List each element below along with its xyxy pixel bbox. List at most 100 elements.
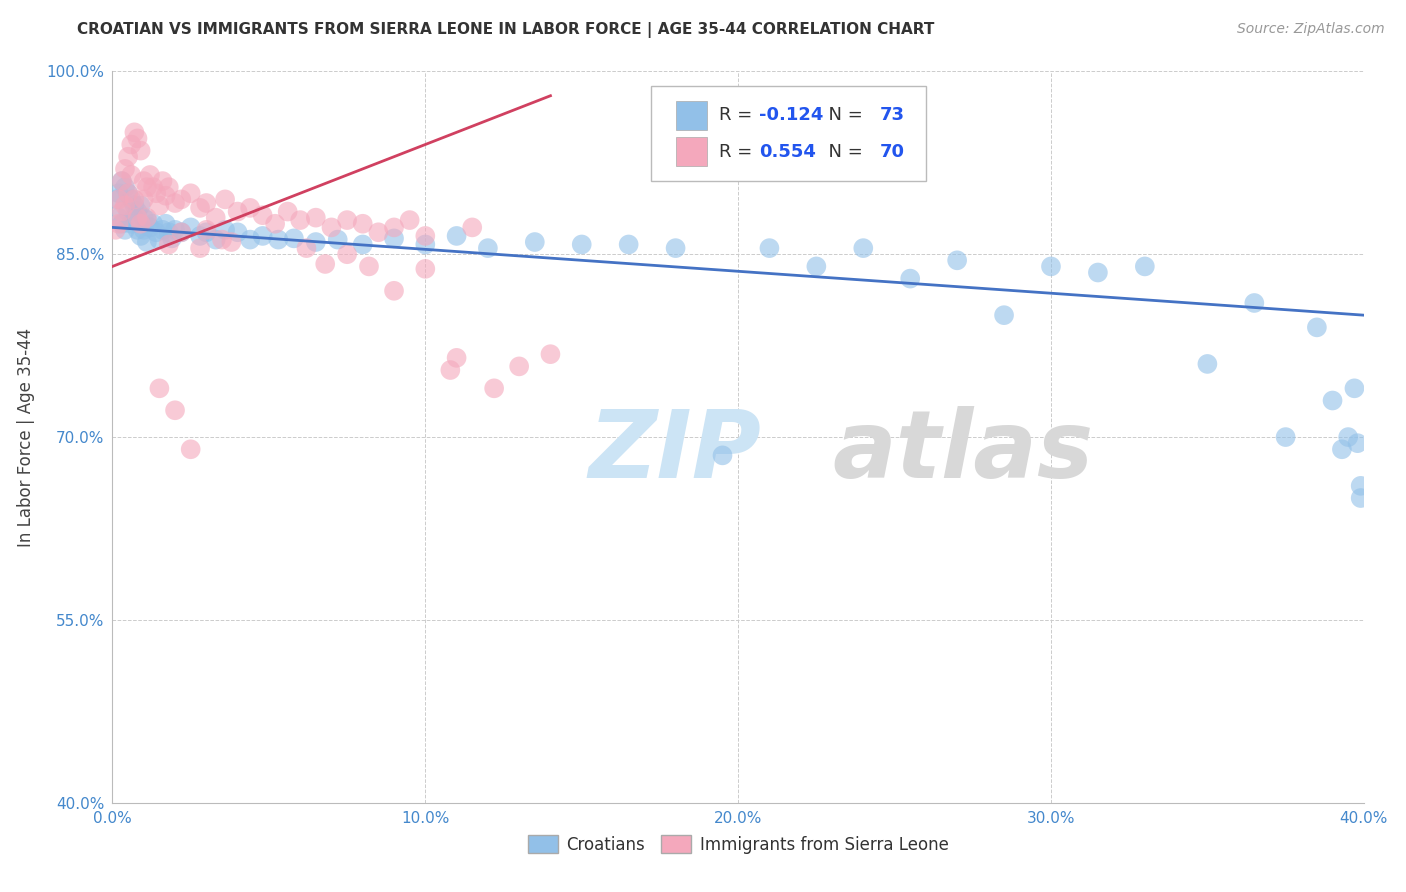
Point — [157, 225, 180, 239]
Point — [124, 211, 146, 225]
FancyBboxPatch shape — [651, 86, 927, 181]
Point — [129, 198, 152, 212]
Point — [758, 241, 780, 255]
Point — [540, 347, 562, 361]
Text: ZIP: ZIP — [588, 406, 761, 498]
Point — [120, 192, 142, 206]
Point — [139, 168, 162, 182]
Point — [114, 161, 136, 176]
Point — [321, 220, 343, 235]
Point — [127, 204, 149, 219]
Point — [415, 261, 437, 276]
Text: 0.554: 0.554 — [759, 143, 817, 161]
Point — [163, 196, 186, 211]
Point — [295, 241, 318, 255]
Point — [415, 237, 437, 252]
Point — [806, 260, 828, 274]
Point — [305, 235, 328, 249]
Point — [170, 192, 193, 206]
Text: R =: R = — [720, 143, 758, 161]
Point — [117, 204, 139, 219]
Text: Source: ZipAtlas.com: Source: ZipAtlas.com — [1237, 22, 1385, 37]
Point — [446, 351, 468, 365]
Point — [482, 381, 505, 395]
Point — [398, 213, 420, 227]
Point — [170, 225, 193, 239]
Point — [290, 213, 312, 227]
Point — [1350, 491, 1372, 505]
FancyBboxPatch shape — [675, 137, 707, 167]
Point — [283, 231, 305, 245]
Point — [221, 235, 243, 249]
Point — [155, 188, 177, 202]
Point — [382, 231, 405, 245]
Point — [120, 217, 142, 231]
Point — [107, 211, 129, 225]
Point — [157, 237, 180, 252]
Point — [226, 204, 249, 219]
Point — [314, 257, 336, 271]
Point — [180, 186, 202, 201]
Point — [139, 220, 162, 235]
Point — [1197, 357, 1219, 371]
Point — [357, 260, 380, 274]
Point — [267, 233, 290, 247]
Point — [415, 228, 437, 243]
Point — [477, 241, 499, 255]
Point — [188, 241, 211, 255]
Point — [127, 131, 149, 145]
Point — [1306, 320, 1329, 334]
Point — [107, 192, 129, 206]
Point — [170, 225, 193, 239]
Point — [129, 228, 152, 243]
Point — [326, 233, 349, 247]
Point — [142, 180, 165, 194]
Point — [163, 403, 186, 417]
Text: N =: N = — [817, 143, 869, 161]
Point — [336, 213, 359, 227]
FancyBboxPatch shape — [675, 101, 707, 130]
Point — [163, 223, 186, 237]
Point — [107, 217, 129, 231]
Point — [114, 198, 136, 212]
Point — [1087, 266, 1109, 280]
Point — [617, 237, 640, 252]
Point — [336, 247, 359, 261]
Point — [204, 233, 226, 247]
Point — [124, 125, 146, 139]
Point — [127, 211, 149, 225]
Point — [439, 363, 461, 377]
Point — [129, 217, 152, 231]
Point — [382, 284, 405, 298]
Point — [120, 137, 142, 152]
Point — [898, 271, 921, 285]
Point — [1347, 436, 1369, 450]
Point — [160, 231, 183, 245]
Point — [111, 217, 134, 231]
Point — [195, 225, 218, 239]
Point — [145, 186, 167, 201]
Point — [461, 220, 484, 235]
Point — [711, 448, 734, 462]
Point — [114, 180, 136, 194]
Point — [946, 253, 969, 268]
Text: CROATIAN VS IMMIGRANTS FROM SIERRA LEONE IN LABOR FORCE | AGE 35-44 CORRELATION : CROATIAN VS IMMIGRANTS FROM SIERRA LEONE… — [77, 22, 935, 38]
Point — [132, 223, 155, 237]
Point — [226, 225, 249, 239]
Point — [148, 198, 170, 212]
Point — [152, 174, 174, 188]
Y-axis label: In Labor Force | Age 35-44: In Labor Force | Age 35-44 — [17, 327, 35, 547]
Point — [120, 168, 142, 182]
Point — [446, 228, 468, 243]
Point — [135, 211, 157, 225]
Point — [114, 223, 136, 237]
Point — [135, 213, 157, 227]
Point — [124, 192, 146, 206]
Point — [1337, 430, 1360, 444]
Point — [188, 228, 211, 243]
Point — [305, 211, 328, 225]
Point — [664, 241, 686, 255]
Point — [117, 150, 139, 164]
Point — [277, 204, 299, 219]
Text: 73: 73 — [880, 106, 904, 124]
